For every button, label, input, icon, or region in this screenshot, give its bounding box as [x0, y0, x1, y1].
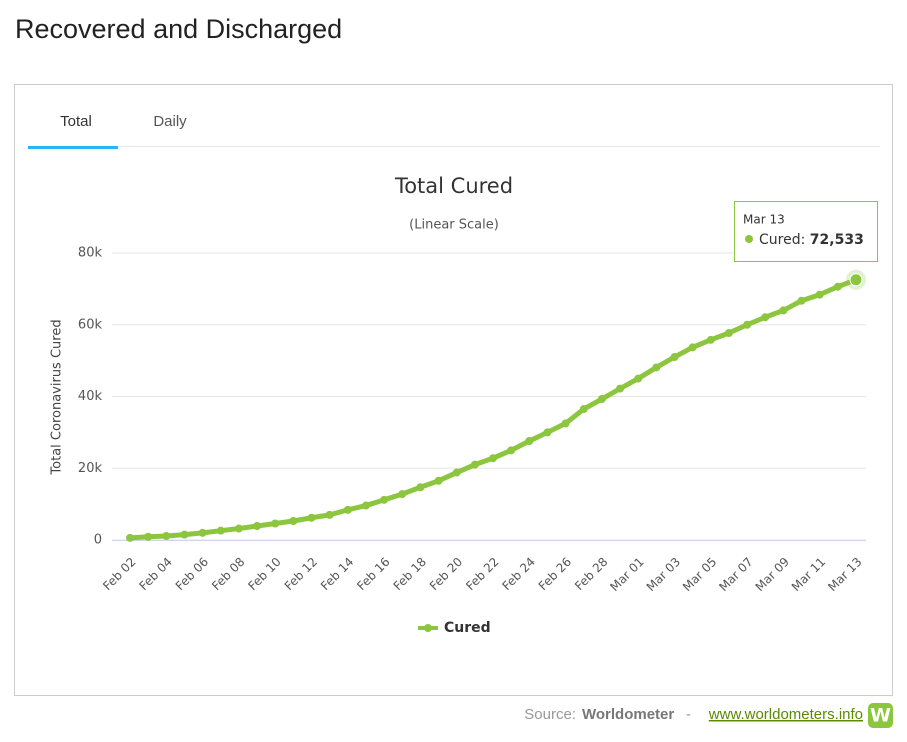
point	[271, 519, 280, 528]
source-link[interactable]: www.worldometers.info	[708, 706, 863, 723]
point	[253, 522, 262, 531]
point	[380, 495, 389, 504]
tooltip-title: Mar 13	[743, 213, 785, 227]
point	[162, 532, 171, 541]
tooltip-value: 72,533	[810, 232, 864, 248]
tooltip-box	[734, 201, 878, 262]
source-name: Worldometer	[582, 706, 674, 723]
point	[489, 454, 497, 463]
point	[815, 290, 824, 299]
tab[interactable]: Daily	[153, 113, 187, 130]
point	[307, 513, 316, 522]
y-axis-title: Total Coronavirus Cured	[50, 319, 65, 475]
point	[289, 516, 298, 525]
logo	[868, 703, 893, 728]
point	[833, 282, 842, 291]
point	[343, 505, 352, 514]
legend-marker[interactable]	[424, 624, 432, 632]
legend-label[interactable]: Cured	[444, 620, 491, 636]
y-tick-label: 80k	[78, 246, 103, 261]
point	[616, 384, 625, 393]
point	[561, 419, 570, 428]
chart-title: Total Cured	[394, 174, 513, 198]
point	[361, 501, 370, 510]
point	[452, 468, 461, 477]
tooltip-text: Cured: 72,533	[759, 232, 864, 248]
point	[216, 526, 225, 535]
point	[416, 483, 425, 492]
point	[198, 528, 207, 537]
point	[670, 353, 679, 362]
point	[470, 460, 479, 469]
point	[634, 374, 643, 383]
page-heading: Recovered and Discharged	[15, 14, 342, 44]
point	[434, 476, 443, 485]
chart-subtitle: (Linear Scale)	[409, 218, 499, 233]
logo-letter: W	[870, 705, 891, 727]
point	[126, 533, 134, 542]
point	[743, 320, 752, 329]
y-tick-label: 0	[94, 533, 102, 548]
point	[507, 446, 516, 455]
point	[761, 313, 770, 322]
tooltip: Mar 13 Cured: 72,533	[734, 201, 878, 262]
source-separator: -	[686, 706, 691, 723]
point	[597, 395, 606, 404]
y-tick-label: 20k	[78, 461, 103, 476]
point	[325, 510, 334, 519]
point	[144, 532, 153, 541]
point	[525, 436, 534, 445]
point	[779, 306, 788, 315]
y-tick-label: 40k	[78, 389, 103, 404]
tooltip-marker	[745, 235, 753, 243]
y-tick-label: 60k	[78, 317, 103, 332]
point	[706, 335, 715, 344]
point	[543, 428, 552, 437]
point	[398, 490, 407, 499]
point	[724, 329, 733, 338]
source-label: Source:	[524, 706, 576, 723]
point	[797, 296, 806, 305]
point	[849, 273, 863, 287]
point	[180, 530, 189, 539]
tooltip-label: Cured:	[759, 232, 805, 248]
point	[579, 405, 588, 414]
active-tab-indicator	[28, 146, 118, 149]
point	[652, 363, 661, 372]
point	[688, 343, 697, 352]
tab[interactable]: Total	[60, 113, 92, 130]
card	[14, 84, 893, 696]
point	[234, 524, 243, 533]
